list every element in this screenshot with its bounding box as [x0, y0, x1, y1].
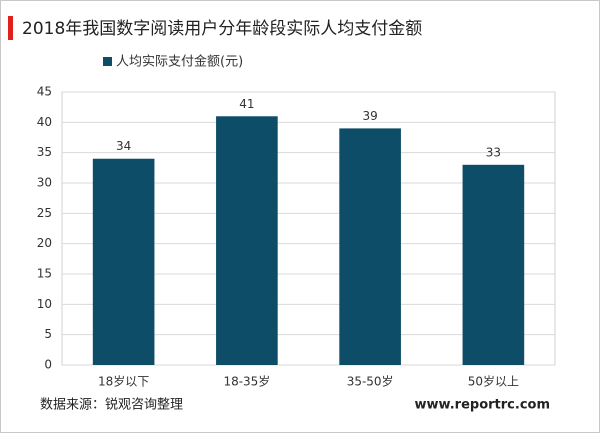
x-tick-label: 18-35岁	[223, 374, 270, 389]
legend-swatch	[103, 57, 112, 66]
bar	[216, 116, 278, 366]
y-tick-label: 20	[37, 236, 52, 250]
value-label: 33	[486, 145, 501, 159]
chart-title: 2018年我国数字阅读用户分年龄段实际人均支付金额	[22, 19, 422, 39]
y-tick-label: 15	[37, 267, 52, 281]
website: www.reportrc.com	[415, 398, 550, 413]
legend-label: 人均实际支付金额(元)	[116, 54, 243, 70]
value-label: 34	[116, 139, 131, 153]
y-tick-label: 25	[37, 206, 52, 220]
bar	[462, 164, 525, 365]
bar	[339, 128, 401, 365]
x-tick-label: 35-50岁	[347, 374, 394, 389]
value-label: 39	[362, 109, 377, 123]
y-tick-label: 10	[37, 297, 52, 311]
y-tick-label: 35	[37, 145, 52, 159]
title-marker	[8, 16, 13, 40]
y-tick-label: 0	[44, 358, 52, 372]
source: 数据来源：锐观咨询整理	[40, 398, 183, 413]
y-tick-label: 40	[37, 115, 52, 129]
value-label: 41	[239, 97, 254, 111]
y-tick-label: 30	[37, 176, 52, 190]
x-tick-label: 18岁以下	[98, 374, 149, 389]
y-tick-label: 5	[44, 327, 52, 341]
bar	[92, 158, 155, 365]
y-tick-label: 45	[37, 85, 52, 99]
x-tick-label: 50岁以上	[468, 374, 519, 389]
